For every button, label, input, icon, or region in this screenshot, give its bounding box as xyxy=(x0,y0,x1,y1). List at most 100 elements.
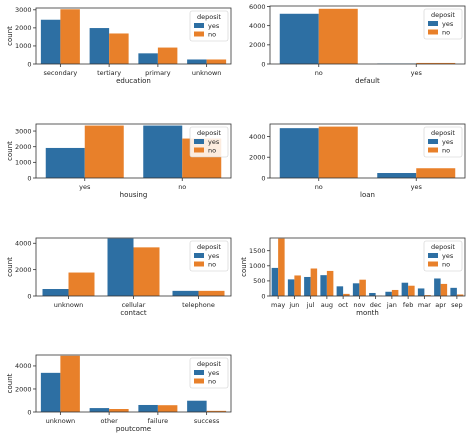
y-tick-label: 2000 xyxy=(249,154,266,162)
y-axis-label: count xyxy=(6,26,14,46)
y-tick-label: 1500 xyxy=(249,247,266,255)
bar-yes-oct xyxy=(336,286,344,296)
bar-no-jan xyxy=(391,289,399,296)
legend-label-no: no xyxy=(442,147,450,155)
legend-swatch-yes xyxy=(194,370,204,375)
x-tick-label: unknown xyxy=(54,301,84,309)
chart-education: secondary tertiary primary unknown 0 1000 2000… xyxy=(6,6,232,85)
x-tick-label: failure xyxy=(148,417,169,425)
legend-swatch-yes xyxy=(428,139,438,144)
y-tick-label: 0 xyxy=(261,60,265,68)
legend-swatch-yes xyxy=(194,253,204,258)
bar-yes-may xyxy=(271,267,279,296)
bar-yes-unknown xyxy=(187,59,207,64)
bar-yes-cellular xyxy=(107,238,134,296)
bar-no-telephone xyxy=(198,290,225,296)
legend-swatch-no xyxy=(194,31,204,37)
bar-no-nov xyxy=(359,279,366,296)
x-tick-label: jan xyxy=(386,301,397,309)
y-tick-label: 0 xyxy=(261,174,265,182)
y-tick-label: 2000 xyxy=(249,41,266,49)
y-tick-label: 0 xyxy=(27,174,31,182)
x-tick-label: jun xyxy=(288,301,299,309)
y-tick-label: 3000 xyxy=(15,127,32,135)
legend-title: deposit xyxy=(431,11,455,19)
bar-yes-unknown xyxy=(40,372,61,412)
legend-swatch-no xyxy=(428,261,438,267)
bar-yes-no xyxy=(143,125,183,178)
bar-no-feb xyxy=(408,285,415,296)
x-tick-label: may xyxy=(271,301,285,309)
bar-no-success xyxy=(206,410,227,412)
y-tick-label: 2000 xyxy=(15,143,32,151)
bar-no-no xyxy=(318,126,358,178)
bar-yes-success xyxy=(187,400,207,412)
bar-no-aug xyxy=(326,270,334,296)
chart-housing: yes no 0 1000 2000 3000 housing count deposityes… xyxy=(6,123,232,199)
bar-yes-feb xyxy=(401,282,409,296)
plot-frame xyxy=(269,123,466,179)
bar-no-mar xyxy=(424,295,431,296)
y-tick-label: 2000 xyxy=(15,24,32,32)
x-tick-label: sep xyxy=(451,301,463,309)
bar-no-secondary xyxy=(60,9,80,65)
legend-label-no: no xyxy=(208,31,216,39)
chart-month: may jun jul aug oct nov dec jan feb mar apr sep 0 500… xyxy=(240,237,466,317)
bar-yes-secondary xyxy=(40,19,61,64)
legend-swatch-no xyxy=(428,29,438,35)
legend-label-no: no xyxy=(208,147,216,155)
bar-no-cellular xyxy=(133,247,160,296)
legend-swatch-yes xyxy=(194,139,204,144)
legend-title: deposit xyxy=(431,243,455,251)
x-tick-label: primary xyxy=(145,69,171,77)
x-tick-label: success xyxy=(194,417,220,425)
x-tick-label: tertiary xyxy=(97,69,121,77)
legend-label-no: no xyxy=(208,378,216,386)
bar-no-jun xyxy=(294,275,301,296)
bar-yes-jul xyxy=(304,276,311,296)
bar-no-unknown xyxy=(60,355,80,412)
bar-no-failure xyxy=(157,405,178,412)
legend-label-no: no xyxy=(442,261,450,269)
bar-yes-yes xyxy=(377,173,417,178)
bar-no-yes xyxy=(84,125,124,178)
y-axis-label: count xyxy=(6,141,14,161)
y-tick-label: 1000 xyxy=(15,42,32,50)
legend-swatch-no xyxy=(194,261,204,267)
bar-no-primary xyxy=(157,47,178,64)
bar-yes-jan xyxy=(385,291,392,296)
legend-swatch-no xyxy=(428,147,438,153)
y-axis-label: count xyxy=(240,257,248,277)
legend-swatch-yes xyxy=(428,21,438,26)
x-tick-label: aug xyxy=(321,301,333,309)
y-tick-label: 1000 xyxy=(15,159,32,167)
y-tick-label: 4000 xyxy=(15,362,32,370)
x-tick-label: secondary xyxy=(44,69,78,77)
legend-swatch-no xyxy=(194,378,204,384)
y-tick-label: 4000 xyxy=(249,133,266,141)
legend-swatch-yes xyxy=(428,253,438,258)
y-tick-label: 0 xyxy=(27,60,31,68)
y-axis-label: count xyxy=(6,257,14,277)
x-tick-label: apr xyxy=(435,301,446,309)
y-tick-label: 0 xyxy=(27,292,31,300)
legend-title: deposit xyxy=(431,129,455,137)
y-tick-label: 4000 xyxy=(249,22,266,30)
plot-frame xyxy=(269,237,466,297)
bar-yes-apr xyxy=(434,278,441,296)
x-axis-label: default xyxy=(355,77,380,85)
x-tick-label: yes xyxy=(79,183,91,191)
bar-no-apr xyxy=(440,283,448,296)
y-tick-label: 0 xyxy=(27,408,31,416)
x-tick-label: no xyxy=(178,183,186,191)
x-tick-label: nov xyxy=(353,301,365,309)
x-axis-label: housing xyxy=(120,191,148,199)
bar-yes-aug xyxy=(320,275,327,296)
x-tick-label: jul xyxy=(306,301,315,309)
